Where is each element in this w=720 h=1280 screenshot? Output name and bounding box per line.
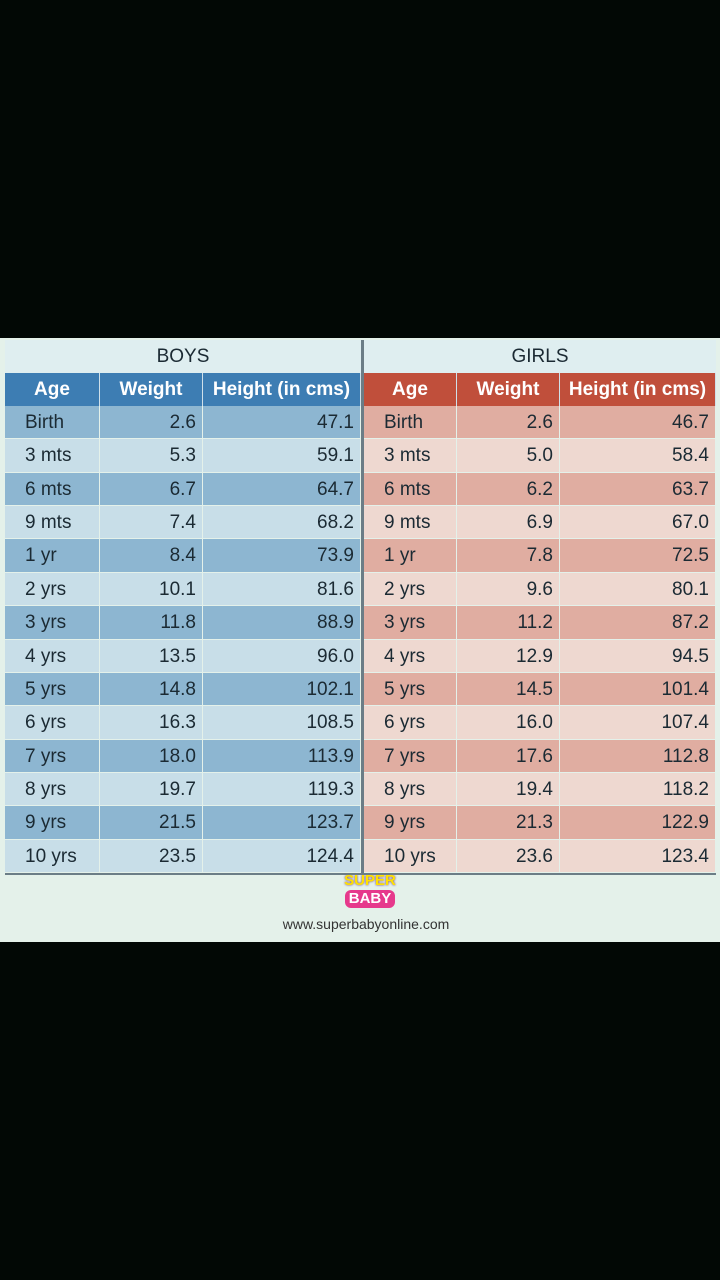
table-cell: 17.6 [457,739,560,773]
table-cell: 88.9 [203,606,361,640]
table-cell: 18.0 [100,739,203,773]
logo: SUPER BABY [330,872,410,916]
table-cell: 118.2 [560,772,716,807]
table-cell: 2 yrs [5,572,100,607]
table-cell: 6 yrs [5,706,100,740]
footer-url: www.superbabyonline.com [282,916,450,932]
table-cell: 6.2 [457,472,560,507]
table-cell: 7 yrs [5,739,100,773]
column-header: Age [364,373,457,406]
table-cell: 11.2 [457,606,560,640]
section-title: GIRLS [364,340,716,373]
table-cell: 64.7 [203,472,361,507]
table-cell: 16.3 [100,706,203,740]
table-cell: 67.0 [560,506,716,540]
table-cell: 6 mts [5,472,100,507]
column-header: Height (in cms) [560,373,716,406]
divider [361,340,364,874]
table-cell: 123.7 [203,806,361,840]
table-cell: 1 yr [5,539,100,573]
table-cell: 3 yrs [364,606,457,640]
table-cell: 87.2 [560,606,716,640]
table-cell: 6 mts [364,472,457,507]
table-cell: 123.4 [560,839,716,874]
table-cell: 9 yrs [364,806,457,840]
table-cell: 21.5 [100,806,203,840]
table-cell: Birth [5,406,100,440]
table-cell: 4 yrs [5,639,100,673]
table-cell: 1 yr [364,539,457,573]
table-cell: 46.7 [560,406,716,440]
table-cell: 68.2 [203,506,361,540]
table-cell: 102.1 [203,672,361,707]
table-cell: 3 mts [364,439,457,473]
table-cell: 107.4 [560,706,716,740]
table-cell: 14.8 [100,672,203,707]
table-cell: 10.1 [100,572,203,607]
table-cell: 6 yrs [364,706,457,740]
table-cell: 3 mts [5,439,100,473]
table-cell: 5 yrs [5,672,100,707]
logo-line1: SUPER [344,872,396,889]
table-cell: 9 mts [5,506,100,540]
table-cell: 119.3 [203,772,361,807]
table-cell: 58.4 [560,439,716,473]
table-cell: 23.6 [457,839,560,874]
table-cell: 5.3 [100,439,203,473]
column-header: Weight [457,373,560,406]
column-header: Weight [100,373,203,406]
logo-line2: BABY [344,890,396,908]
table-cell: 21.3 [457,806,560,840]
table-cell: 63.7 [560,472,716,507]
table-cell: 3 yrs [5,606,100,640]
table-cell: 47.1 [203,406,361,440]
table-cell: 13.5 [100,639,203,673]
table-cell: 124.4 [203,839,361,874]
table-cell: 16.0 [457,706,560,740]
table-cell: 122.9 [560,806,716,840]
table-cell: 8.4 [100,539,203,573]
table-cell: 6.9 [457,506,560,540]
column-header: Age [5,373,100,406]
table-cell: 10 yrs [5,839,100,874]
table-cell: 19.4 [457,772,560,807]
table-cell: 113.9 [203,739,361,773]
table-cell: 11.8 [100,606,203,640]
table-cell: 7.4 [100,506,203,540]
table-cell: 7.8 [457,539,560,573]
table-cell: 80.1 [560,572,716,607]
table-bottom [5,873,716,876]
table-cell: 14.5 [457,672,560,707]
table-cell: 94.5 [560,639,716,673]
table-cell: 10 yrs [364,839,457,874]
table-cell: 5.0 [457,439,560,473]
table-cell: 9 yrs [5,806,100,840]
table-cell: 4 yrs [364,639,457,673]
table-cell: 2 yrs [364,572,457,607]
table-cell: 101.4 [560,672,716,707]
column-header: Height (in cms) [203,373,361,406]
table-cell: 8 yrs [5,772,100,807]
table-cell: 81.6 [203,572,361,607]
table-cell: 2.6 [100,406,203,440]
table-cell: 5 yrs [364,672,457,707]
table-cell: 72.5 [560,539,716,573]
table-cell: Birth [364,406,457,440]
table-cell: 7 yrs [364,739,457,773]
table-cell: 2.6 [457,406,560,440]
table-cell: 23.5 [100,839,203,874]
table-cell: 9.6 [457,572,560,607]
table-cell: 8 yrs [364,772,457,807]
table-cell: 6.7 [100,472,203,507]
table-cell: 12.9 [457,639,560,673]
table-cell: 59.1 [203,439,361,473]
table-cell: 73.9 [203,539,361,573]
table-cell: 19.7 [100,772,203,807]
table-cell: 96.0 [203,639,361,673]
table-cell: 9 mts [364,506,457,540]
table-cell: 108.5 [203,706,361,740]
table-cell: 112.8 [560,739,716,773]
section-title: BOYS [5,340,361,373]
